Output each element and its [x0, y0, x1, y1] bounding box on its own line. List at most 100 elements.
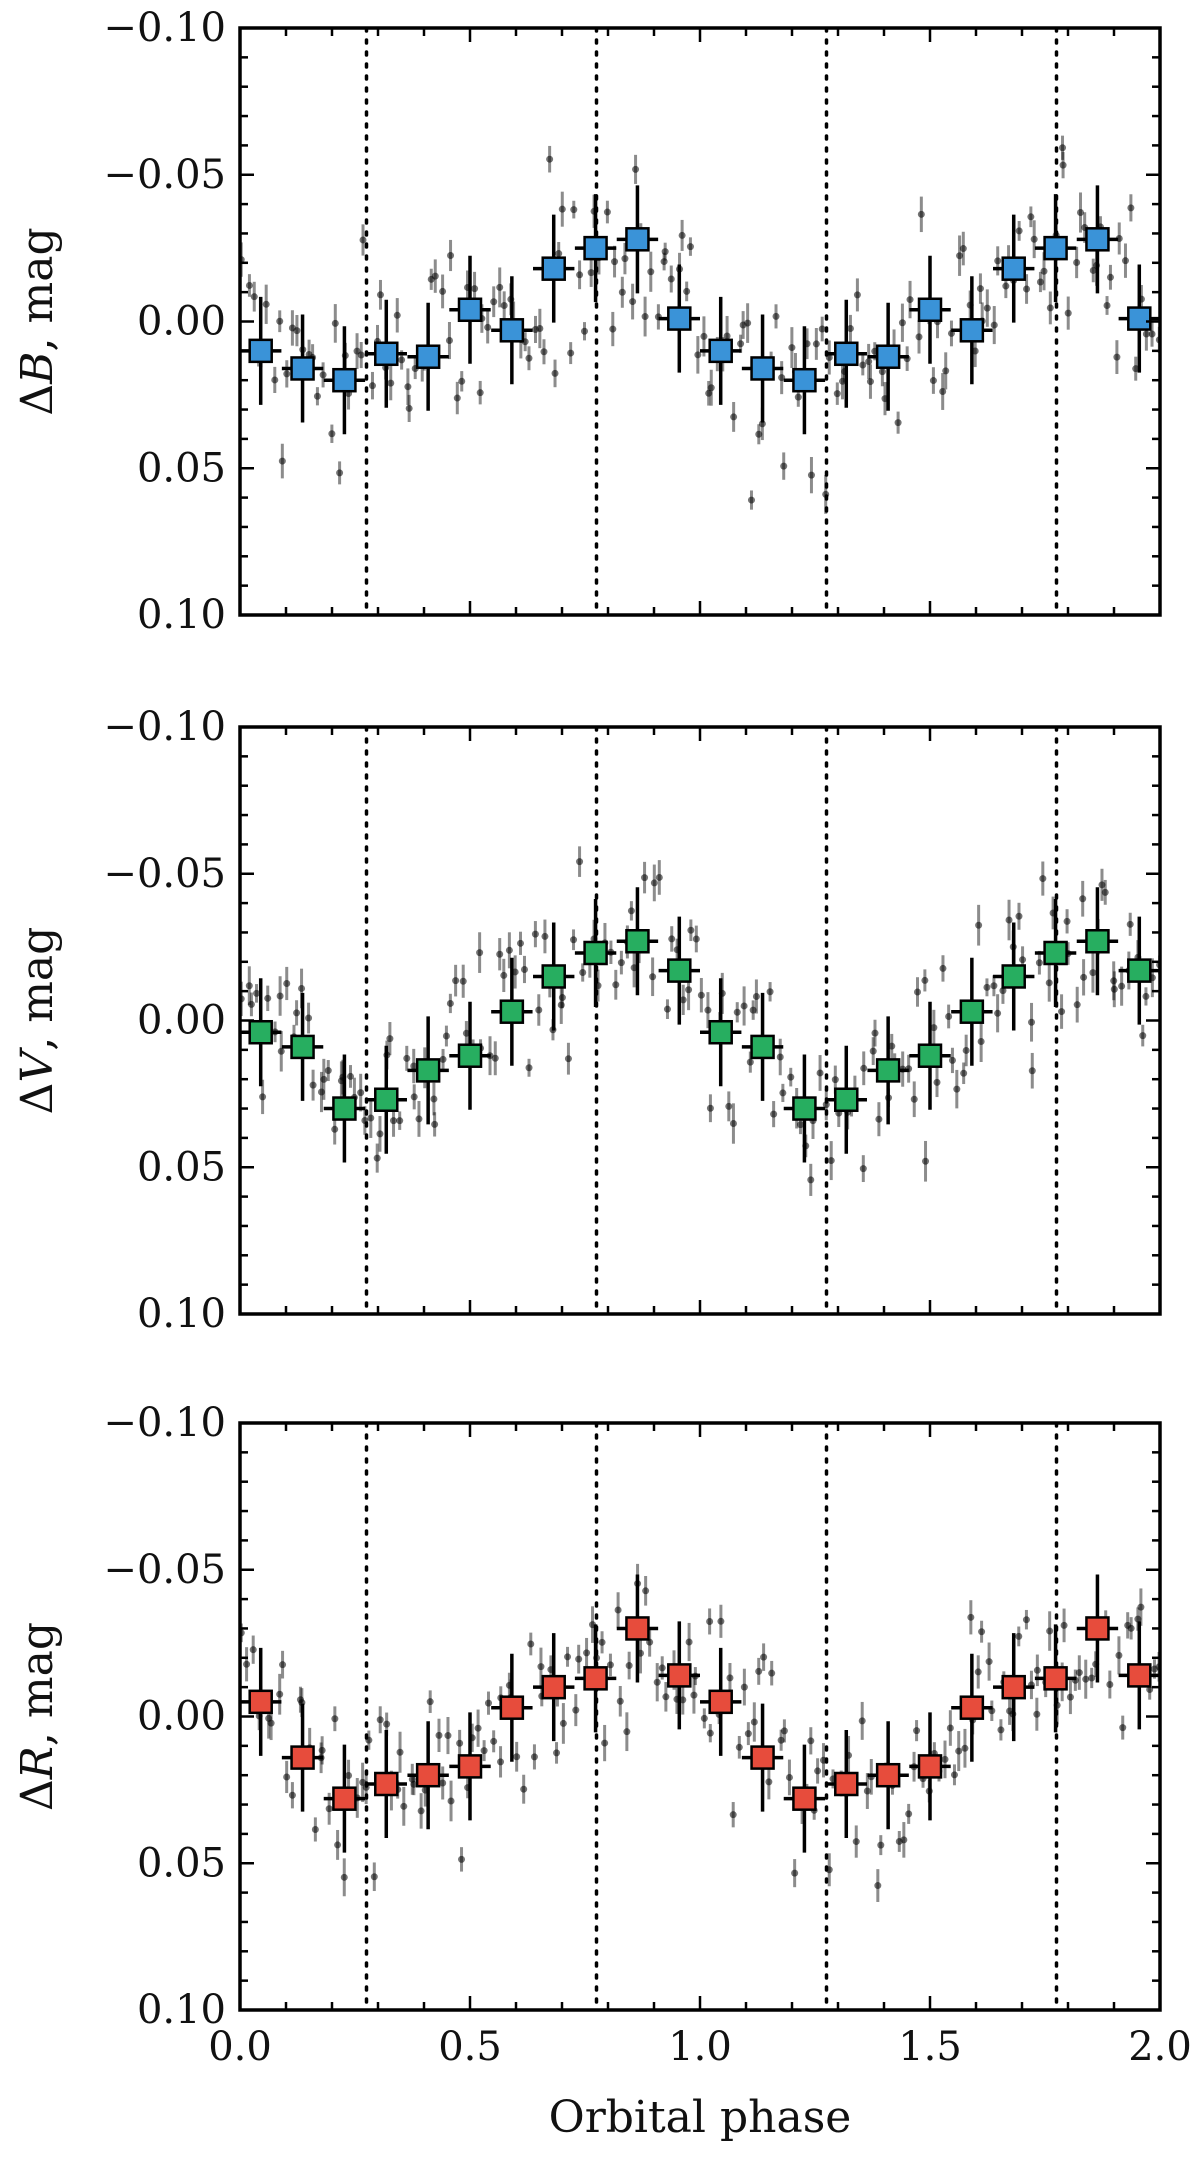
raw-point [999, 987, 1007, 995]
raw-point [603, 208, 611, 216]
raw-point [403, 1054, 411, 1062]
raw-point [983, 304, 991, 312]
binned-marker [541, 1674, 566, 1700]
raw-point [1146, 1686, 1154, 1694]
raw-point [430, 1095, 438, 1103]
binned-marker [248, 338, 273, 364]
binned-point [700, 1647, 742, 1756]
binned-point [491, 276, 533, 385]
raw-point [496, 950, 504, 958]
raw-point [484, 323, 492, 331]
raw-point [1060, 1621, 1068, 1629]
raw-point [336, 469, 344, 477]
raw-point [320, 1075, 328, 1083]
raw-point [877, 1841, 885, 1849]
y-axis-label: ΔB, mag [12, 227, 63, 415]
raw-point [520, 965, 528, 973]
raw-point [1059, 161, 1067, 169]
raw-point [941, 1755, 949, 1763]
y-tick-label: 0.10 [137, 592, 226, 638]
binned-marker [290, 1034, 315, 1060]
raw-point [723, 332, 731, 340]
binned-point [951, 276, 993, 385]
y-tick-label: 0.05 [137, 1840, 226, 1886]
raw-point [921, 976, 929, 984]
binned-marker [917, 1754, 943, 1779]
y-tick-label: −0.05 [103, 1547, 226, 1593]
raw-point [706, 1729, 714, 1737]
binned-marker [834, 341, 859, 367]
raw-point [900, 1836, 908, 1844]
raw-point [913, 1727, 921, 1735]
binned-point [240, 978, 282, 1087]
raw-point [1019, 956, 1027, 964]
binned-point [407, 1721, 449, 1830]
binned-point [240, 1647, 282, 1756]
y-tick-label: 0.10 [137, 1291, 226, 1337]
raw-point [278, 457, 286, 465]
raw-point [298, 984, 306, 992]
raw-point [788, 344, 796, 352]
raw-point [740, 1683, 748, 1691]
raw-point [249, 1646, 257, 1654]
raw-point [340, 1873, 348, 1881]
plot-area [240, 1423, 1160, 2010]
raw-point [570, 936, 578, 944]
raw-point [318, 1746, 326, 1754]
binned-marker [499, 1695, 525, 1720]
raw-point [752, 992, 760, 1000]
raw-point [559, 1719, 567, 1727]
binned-marker [625, 1616, 650, 1641]
raw-point [541, 932, 549, 940]
raw-point [537, 1663, 545, 1671]
raw-point [641, 313, 649, 321]
binned-point [993, 214, 1035, 323]
raw-point [750, 1718, 758, 1726]
raw-point [1142, 992, 1150, 1000]
raw-point [243, 1660, 251, 1668]
raw-point [997, 1726, 1005, 1734]
raw-point [253, 989, 261, 997]
binned-point [616, 185, 659, 294]
raw-point [525, 1064, 533, 1072]
raw-point [331, 1125, 339, 1133]
raw-point [446, 999, 454, 1007]
raw-point [490, 1737, 498, 1745]
raw-point [426, 1698, 434, 1706]
raw-point [386, 1035, 394, 1043]
raw-point [497, 1758, 505, 1766]
raw-point [277, 1047, 285, 1055]
raw-point [871, 1029, 879, 1037]
raw-point [587, 269, 595, 277]
y-tick-label: 0.00 [137, 998, 226, 1044]
binned-marker [1127, 1663, 1152, 1688]
raw-point [331, 1715, 339, 1723]
raw-point [705, 389, 713, 397]
raw-point [1015, 912, 1023, 920]
raw-point [913, 988, 921, 996]
binned-marker [1001, 256, 1026, 281]
raw-point [259, 1093, 267, 1101]
raw-point [283, 1773, 291, 1781]
raw-point [250, 293, 258, 301]
raw-point [439, 287, 447, 295]
binned-marker [792, 367, 817, 393]
binned-point [658, 264, 700, 373]
raw-point [276, 992, 284, 1000]
raw-point [1023, 285, 1031, 293]
raw-point [1142, 330, 1150, 338]
raw-point [361, 1117, 369, 1125]
raw-point [961, 1744, 969, 1752]
raw-point [1015, 1632, 1023, 1640]
binned-point [867, 1721, 909, 1830]
raw-point [977, 1038, 985, 1046]
raw-point [535, 1006, 543, 1014]
raw-point [779, 1089, 787, 1097]
raw-point [410, 1093, 418, 1101]
binned-marker [708, 1019, 733, 1045]
raw-point [1110, 977, 1118, 985]
raw-point [704, 1006, 712, 1014]
raw-point [744, 319, 752, 327]
raw-point [387, 379, 395, 387]
